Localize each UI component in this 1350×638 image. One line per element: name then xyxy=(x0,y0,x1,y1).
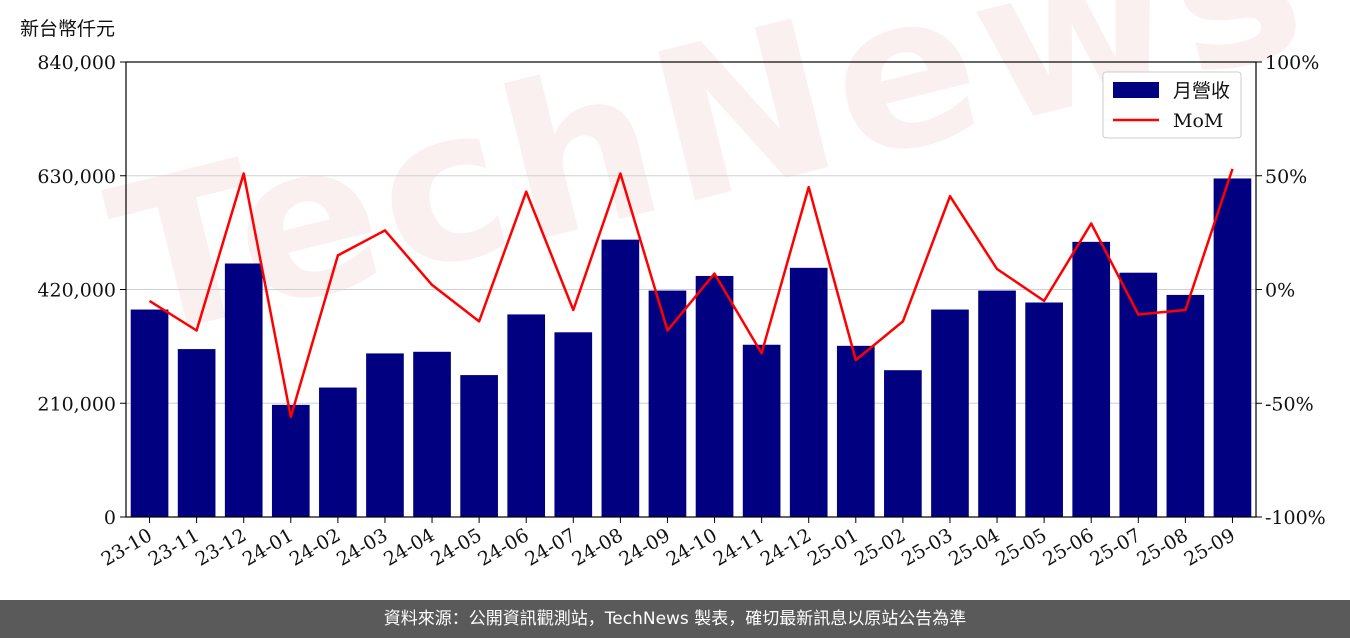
bar-24-05 xyxy=(460,375,498,517)
bar-25-02 xyxy=(884,370,922,517)
bar-25-05 xyxy=(1025,302,1063,517)
x-tick-label: 24-05 xyxy=(427,524,485,570)
x-tick-label: 25-01 xyxy=(804,524,862,570)
legend-label-mom: MoM xyxy=(1173,110,1223,132)
x-tick-label: 24-08 xyxy=(568,524,626,570)
x-tick-label: 24-07 xyxy=(521,524,579,570)
right-tick-label: 50% xyxy=(1265,166,1307,188)
x-tick-label: 24-02 xyxy=(286,524,344,570)
x-tick-label: 25-07 xyxy=(1086,524,1144,570)
bar-24-03 xyxy=(366,353,404,517)
bar-25-06 xyxy=(1072,241,1111,518)
x-tick-label: 23-11 xyxy=(145,524,203,570)
bar-25-07 xyxy=(1119,272,1158,517)
x-tick-label: 23-12 xyxy=(192,524,250,570)
x-tick-label: 24-10 xyxy=(663,524,721,570)
x-tick-label: 25-02 xyxy=(851,524,909,570)
bar-25-08 xyxy=(1166,294,1205,517)
bar-24-01 xyxy=(271,404,310,517)
bar-23-10 xyxy=(130,309,169,517)
x-tick-label: 24-11 xyxy=(710,524,768,570)
mom-line xyxy=(148,168,1234,419)
x-tick-label: 25-06 xyxy=(1039,524,1097,570)
x-tick-label: 24-01 xyxy=(239,524,297,570)
revenue-chart: 0 210,000 420,000 630,000 840,000 -100% -50% 0%… xyxy=(37,52,1326,571)
bar-23-12 xyxy=(224,263,263,517)
x-tick-label: 25-08 xyxy=(1133,524,1191,570)
bar-24-02 xyxy=(319,387,357,517)
bar-24-10 xyxy=(695,275,734,517)
bar-23-11 xyxy=(177,349,216,517)
right-tick-label: 100% xyxy=(1265,52,1319,74)
bar-24-09 xyxy=(648,290,687,517)
x-tick-label: 25-09 xyxy=(1181,524,1239,570)
x-tick-label: 25-03 xyxy=(898,524,956,570)
right-tick-label: -100% xyxy=(1265,507,1326,529)
bar-25-09 xyxy=(1213,178,1252,518)
left-tick-label: 420,000 xyxy=(37,280,116,302)
legend-swatch-revenue xyxy=(1113,82,1159,98)
left-tick-label: 840,000 xyxy=(37,52,116,74)
right-tick-label: -50% xyxy=(1265,393,1314,415)
bar-24-07 xyxy=(554,332,593,517)
x-tick-label: 23-10 xyxy=(98,524,156,570)
x-tick-label: 25-04 xyxy=(945,524,1003,570)
source-footer: 資料來源：公開資訊觀測站，TechNews 製表，確切最新訊息以原站公告為準 xyxy=(0,600,1350,638)
bar-24-11 xyxy=(742,344,781,517)
legend-label-revenue: 月營收 xyxy=(1173,80,1230,102)
x-tick-label: 24-03 xyxy=(333,524,391,570)
y-axis-unit-label: 新台幣仟元 xyxy=(20,18,116,40)
left-tick-label: 630,000 xyxy=(37,166,116,188)
x-tick-label: 24-09 xyxy=(616,524,674,570)
bar-24-08 xyxy=(601,239,640,517)
bar-25-01 xyxy=(836,345,875,517)
bar-24-04 xyxy=(413,351,451,517)
x-tick-label: 24-12 xyxy=(757,524,815,570)
x-tick-label: 25-05 xyxy=(992,524,1050,570)
bar-25-04 xyxy=(978,290,1016,517)
bar-24-06 xyxy=(507,314,546,517)
bar-24-12 xyxy=(789,267,828,517)
right-tick-label: 0% xyxy=(1265,280,1295,302)
left-tick-label: 210,000 xyxy=(37,393,116,415)
bar-25-03 xyxy=(931,309,969,517)
x-tick-label: 24-06 xyxy=(474,524,532,570)
left-tick-label: 0 xyxy=(104,507,116,529)
x-tick-label: 24-04 xyxy=(380,524,438,570)
